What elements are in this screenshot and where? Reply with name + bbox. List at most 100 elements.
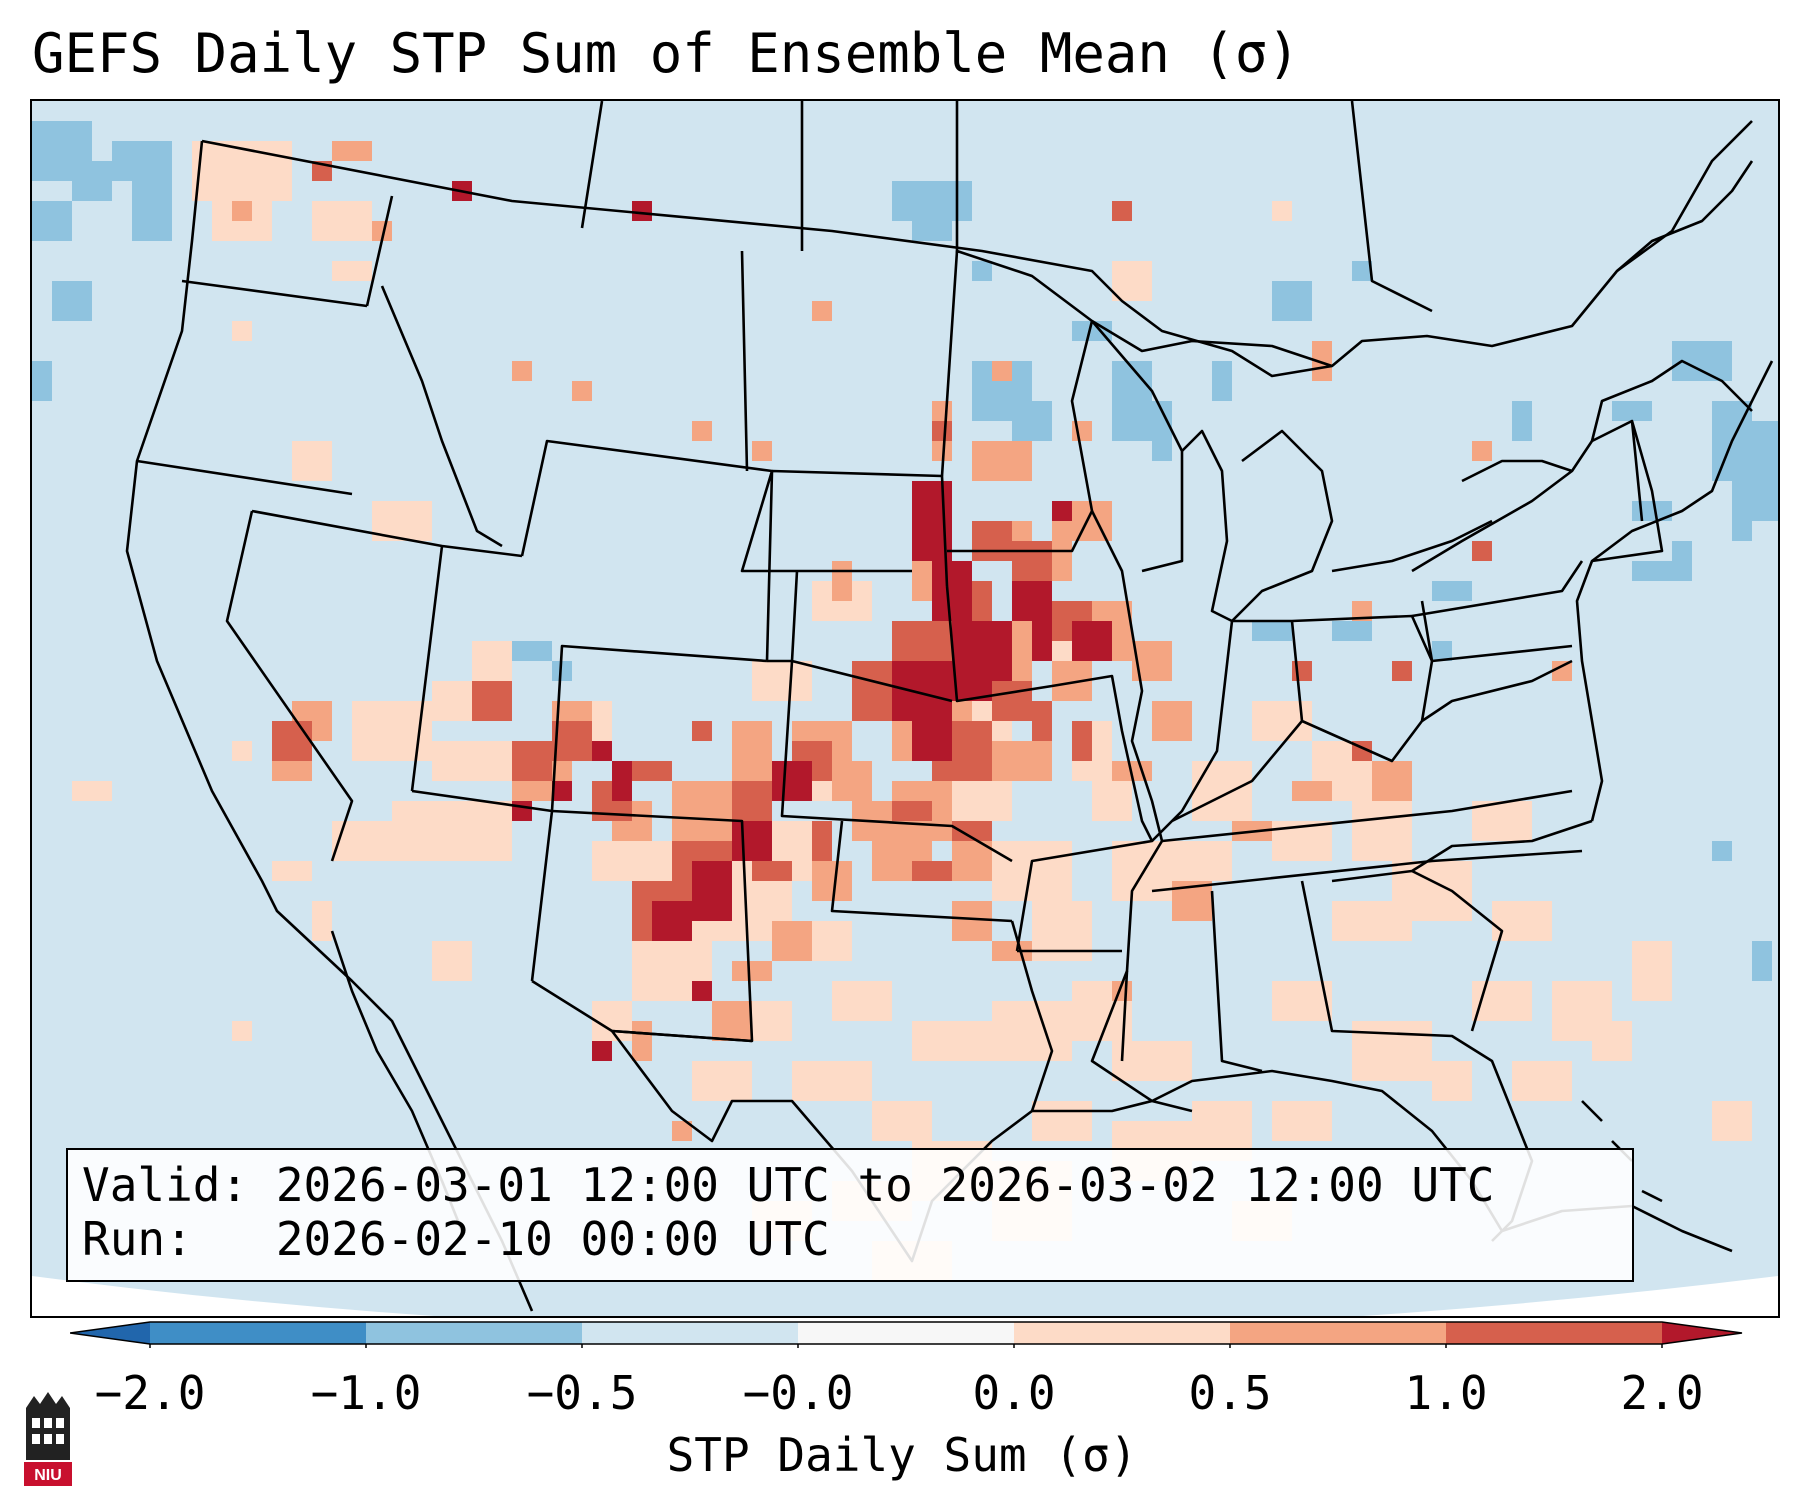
logo-text: NIU <box>34 1467 62 1484</box>
valid-run-info-box: Valid: 2026-03-01 12:00 UTC to 2026-03-0… <box>66 1148 1634 1282</box>
stp-cell <box>112 141 172 181</box>
stp-cell <box>1752 941 1772 981</box>
stp-cell <box>1052 501 1072 521</box>
boundary-lines <box>125 101 1774 1312</box>
stp-cell <box>1032 621 1052 661</box>
new-england <box>1590 359 1753 522</box>
niu-logo: NIU <box>24 1392 72 1486</box>
stp-cell <box>1712 1101 1752 1141</box>
stp-cell <box>1192 761 1252 821</box>
stp-cell <box>1072 621 1112 661</box>
stp-cell <box>1352 801 1412 861</box>
stp-cell <box>472 681 512 721</box>
stp-cell <box>432 941 472 981</box>
stp-cell <box>72 781 112 801</box>
stp-cell <box>732 961 772 981</box>
stp-cell <box>1172 841 1232 881</box>
stp-cell <box>1092 781 1132 821</box>
stp-cell <box>52 281 92 321</box>
colorbar-segment <box>1446 1322 1662 1344</box>
stp-cell <box>652 901 692 941</box>
stp-cell <box>772 921 812 961</box>
colorbar-tick-label: −2.0 <box>94 1366 206 1420</box>
colorbar-tick-label: −1.0 <box>310 1366 422 1420</box>
stp-cell <box>772 761 812 801</box>
stp-cell <box>892 661 952 721</box>
map-frame <box>30 99 1780 1318</box>
stp-cell <box>1592 1021 1632 1061</box>
stp-cell <box>552 781 572 801</box>
atlantic-canada <box>1616 160 1754 272</box>
stp-cell <box>1032 1101 1092 1141</box>
stp-cell <box>592 1041 612 1061</box>
stp-cell <box>272 861 312 881</box>
stp-cell <box>232 1021 252 1041</box>
wa-or-line <box>181 279 368 308</box>
stp-cell <box>1752 421 1778 521</box>
stp-cell <box>572 381 592 401</box>
stp-cell <box>692 861 732 921</box>
stp-cell <box>472 641 512 681</box>
stp-cell <box>672 781 732 841</box>
stp-cell <box>552 661 572 681</box>
colorbar-segment <box>150 1322 366 1344</box>
stp-cell <box>1152 701 1192 741</box>
stp-cell <box>1012 401 1052 441</box>
stp-cell <box>1272 1101 1332 1141</box>
stp-cell <box>1432 641 1452 661</box>
stp-cell <box>952 621 1012 681</box>
stp-field-cells <box>32 121 1778 1281</box>
stp-cell <box>692 1061 752 1101</box>
stp-cell <box>1152 401 1172 461</box>
colorbar-tick-label: 1.0 <box>1404 1366 1488 1420</box>
colorbar <box>70 1321 1743 1348</box>
stp-cell <box>812 821 832 861</box>
stp-cell <box>192 141 292 201</box>
colorbar-extend-high <box>1662 1322 1742 1344</box>
stp-cell <box>852 661 892 721</box>
west-coast <box>125 140 534 1312</box>
stp-cell <box>892 181 972 221</box>
lake-erie <box>1331 519 1493 573</box>
colorbar-segment <box>1230 1322 1446 1344</box>
ar-la-lines <box>1017 949 1193 1113</box>
stp-cell <box>232 741 252 761</box>
stp-cell <box>392 801 512 861</box>
stp-cell <box>1552 661 1572 681</box>
colorbar-tick-label: 0.5 <box>1188 1366 1272 1420</box>
stp-cell <box>712 1001 752 1041</box>
stp-cell <box>1272 981 1332 1021</box>
stp-cell <box>912 221 952 241</box>
stp-cell <box>992 361 1012 381</box>
stp-cell <box>972 441 1032 481</box>
stp-cell <box>752 861 792 881</box>
stp-cell <box>612 761 632 801</box>
stp-cell <box>832 761 872 801</box>
lake-ontario <box>1461 459 1573 483</box>
stp-cell <box>1012 521 1032 541</box>
stp-cell <box>812 301 832 321</box>
stp-cell <box>272 721 312 761</box>
colorbar-segment <box>1014 1322 1230 1344</box>
stp-cell <box>232 201 252 221</box>
stp-cell <box>1292 781 1332 801</box>
stp-cell <box>932 441 952 461</box>
stp-cell <box>1352 1021 1432 1081</box>
stp-cell <box>992 841 1072 901</box>
nv-ut-line <box>251 509 523 792</box>
stp-cell <box>232 321 252 341</box>
stp-cell <box>952 821 992 841</box>
stp-cell <box>1272 281 1312 321</box>
stp-cell <box>1212 361 1232 401</box>
stp-cell <box>1472 541 1492 561</box>
stp-cell <box>1112 1041 1192 1081</box>
stp-cell <box>1072 721 1092 761</box>
stp-map <box>32 101 1778 1316</box>
stp-cell <box>1012 541 1052 581</box>
stp-cell <box>1112 361 1152 441</box>
colorbar-extend-low <box>70 1322 150 1344</box>
stp-cell <box>592 1001 632 1041</box>
chart-title: GEFS Daily STP Sum of Ensemble Mean (σ) <box>32 22 1300 85</box>
stp-cell <box>972 521 1012 561</box>
stp-cell <box>432 741 512 781</box>
